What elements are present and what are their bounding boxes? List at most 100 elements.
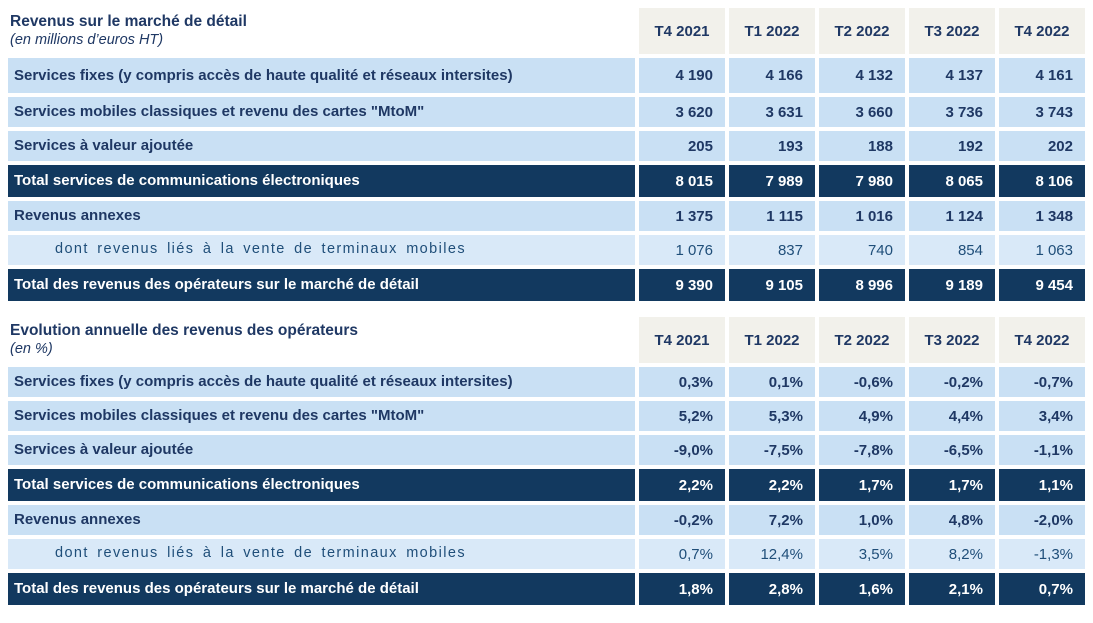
value-cell: -1,3% bbox=[999, 539, 1085, 569]
value-cell: 193 bbox=[729, 131, 815, 161]
column-header: T2 2022 bbox=[819, 8, 905, 54]
table-row: Services mobiles classiques et revenu de… bbox=[8, 97, 1085, 127]
table-row: Total services de communications électro… bbox=[8, 469, 1085, 501]
evolution-table-rows: Services fixes (y compris accès de haute… bbox=[8, 367, 1085, 605]
value-cell: 9 189 bbox=[909, 269, 995, 301]
column-header: T1 2022 bbox=[729, 317, 815, 363]
value-cell: -1,1% bbox=[999, 435, 1085, 465]
value-cell: 8 106 bbox=[999, 165, 1085, 197]
row-label: Revenus annexes bbox=[8, 201, 635, 231]
revenue-table-header: Revenus sur le marché de détail (en mill… bbox=[8, 8, 1085, 54]
value-cell: -6,5% bbox=[909, 435, 995, 465]
table-row: Total des revenus des opérateurs sur le … bbox=[8, 269, 1085, 301]
column-header: T4 2021 bbox=[639, 8, 725, 54]
report-page: Revenus sur le marché de détail (en mill… bbox=[8, 8, 1085, 605]
table-row: dont revenus liés à la vente de terminau… bbox=[8, 539, 1085, 569]
value-cell: 3 631 bbox=[729, 97, 815, 127]
value-cell: 4 166 bbox=[729, 58, 815, 93]
value-cell: 2,8% bbox=[729, 573, 815, 605]
table-row: Total des revenus des opérateurs sur le … bbox=[8, 573, 1085, 605]
value-cell: 3,5% bbox=[819, 539, 905, 569]
table-row: Services mobiles classiques et revenu de… bbox=[8, 401, 1085, 431]
column-header: T3 2022 bbox=[909, 317, 995, 363]
value-cell: 3 620 bbox=[639, 97, 725, 127]
evolution-table-title-block: Evolution annuelle des revenus des opéra… bbox=[8, 317, 635, 363]
value-cell: -0,6% bbox=[819, 367, 905, 397]
value-cell: 8 996 bbox=[819, 269, 905, 301]
row-label: dont revenus liés à la vente de terminau… bbox=[8, 539, 635, 569]
column-header: T3 2022 bbox=[909, 8, 995, 54]
value-cell: 2,2% bbox=[729, 469, 815, 501]
value-cell: 4 137 bbox=[909, 58, 995, 93]
value-cell: 7 980 bbox=[819, 165, 905, 197]
value-cell: 2,2% bbox=[639, 469, 725, 501]
revenue-table-rows: Services fixes (y compris accès de haute… bbox=[8, 58, 1085, 301]
row-label: Services fixes (y compris accès de haute… bbox=[8, 58, 635, 93]
value-cell: 3 660 bbox=[819, 97, 905, 127]
column-header: T2 2022 bbox=[819, 317, 905, 363]
column-header: T4 2022 bbox=[999, 317, 1085, 363]
value-cell: 1 063 bbox=[999, 235, 1085, 265]
row-label: Revenus annexes bbox=[8, 505, 635, 535]
value-cell: 202 bbox=[999, 131, 1085, 161]
value-cell: 5,3% bbox=[729, 401, 815, 431]
value-cell: 188 bbox=[819, 131, 905, 161]
value-cell: 1,0% bbox=[819, 505, 905, 535]
value-cell: 1 016 bbox=[819, 201, 905, 231]
value-cell: 0,7% bbox=[999, 573, 1085, 605]
value-cell: 7,2% bbox=[729, 505, 815, 535]
row-label: Services mobiles classiques et revenu de… bbox=[8, 401, 635, 431]
revenue-table: Revenus sur le marché de détail (en mill… bbox=[8, 8, 1085, 301]
value-cell: 3 736 bbox=[909, 97, 995, 127]
row-label: Services à valeur ajoutée bbox=[8, 435, 635, 465]
table-title: Revenus sur le marché de détail bbox=[10, 13, 247, 30]
value-cell: 3,4% bbox=[999, 401, 1085, 431]
value-cell: 3 743 bbox=[999, 97, 1085, 127]
value-cell: 1,8% bbox=[639, 573, 725, 605]
table-row: Total services de communications électro… bbox=[8, 165, 1085, 197]
value-cell: 837 bbox=[729, 235, 815, 265]
value-cell: 7 989 bbox=[729, 165, 815, 197]
value-cell: 192 bbox=[909, 131, 995, 161]
value-cell: 1,6% bbox=[819, 573, 905, 605]
evolution-table: Evolution annuelle des revenus des opéra… bbox=[8, 317, 1085, 605]
revenue-table-title-block: Revenus sur le marché de détail (en mill… bbox=[8, 8, 635, 54]
table-row: Services à valeur ajoutée -9,0% -7,5% -7,8%… bbox=[8, 435, 1085, 465]
row-label: Services fixes (y compris accès de haute… bbox=[8, 367, 635, 397]
value-cell: 854 bbox=[909, 235, 995, 265]
evolution-table-header: Evolution annuelle des revenus des opéra… bbox=[8, 317, 1085, 363]
value-cell: -7,5% bbox=[729, 435, 815, 465]
value-cell: 0,1% bbox=[729, 367, 815, 397]
value-cell: 12,4% bbox=[729, 539, 815, 569]
row-label: dont revenus liés à la vente de terminau… bbox=[8, 235, 635, 265]
value-cell: -7,8% bbox=[819, 435, 905, 465]
value-cell: 8,2% bbox=[909, 539, 995, 569]
value-cell: 740 bbox=[819, 235, 905, 265]
column-header: T1 2022 bbox=[729, 8, 815, 54]
table-row: Services fixes (y compris accès de haute… bbox=[8, 58, 1085, 93]
table-row: Services fixes (y compris accès de haute… bbox=[8, 367, 1085, 397]
value-cell: 5,2% bbox=[639, 401, 725, 431]
value-cell: 4 132 bbox=[819, 58, 905, 93]
value-cell: 0,7% bbox=[639, 539, 725, 569]
value-cell: 8 065 bbox=[909, 165, 995, 197]
value-cell: 8 015 bbox=[639, 165, 725, 197]
table-row: Services à valeur ajoutée 205 193 188 192 202 bbox=[8, 131, 1085, 161]
row-label: Total services de communications électro… bbox=[8, 469, 635, 501]
value-cell: 4 161 bbox=[999, 58, 1085, 93]
table-row: Revenus annexes -0,2% 7,2% 1,0% 4,8% -2,0% bbox=[8, 505, 1085, 535]
value-cell: 1 375 bbox=[639, 201, 725, 231]
value-cell: 9 454 bbox=[999, 269, 1085, 301]
value-cell: 4,4% bbox=[909, 401, 995, 431]
value-cell: 1 115 bbox=[729, 201, 815, 231]
table-row: dont revenus liés à la vente de terminau… bbox=[8, 235, 1085, 265]
value-cell: 0,3% bbox=[639, 367, 725, 397]
row-label: Total services de communications électro… bbox=[8, 165, 635, 197]
row-label: Total des revenus des opérateurs sur le … bbox=[8, 269, 635, 301]
row-label: Total des revenus des opérateurs sur le … bbox=[8, 573, 635, 605]
value-cell: 4 190 bbox=[639, 58, 725, 93]
table-row: Revenus annexes 1 375 1 115 1 016 1 124 1 348 bbox=[8, 201, 1085, 231]
value-cell: 1 124 bbox=[909, 201, 995, 231]
value-cell: 4,9% bbox=[819, 401, 905, 431]
value-cell: 4,8% bbox=[909, 505, 995, 535]
